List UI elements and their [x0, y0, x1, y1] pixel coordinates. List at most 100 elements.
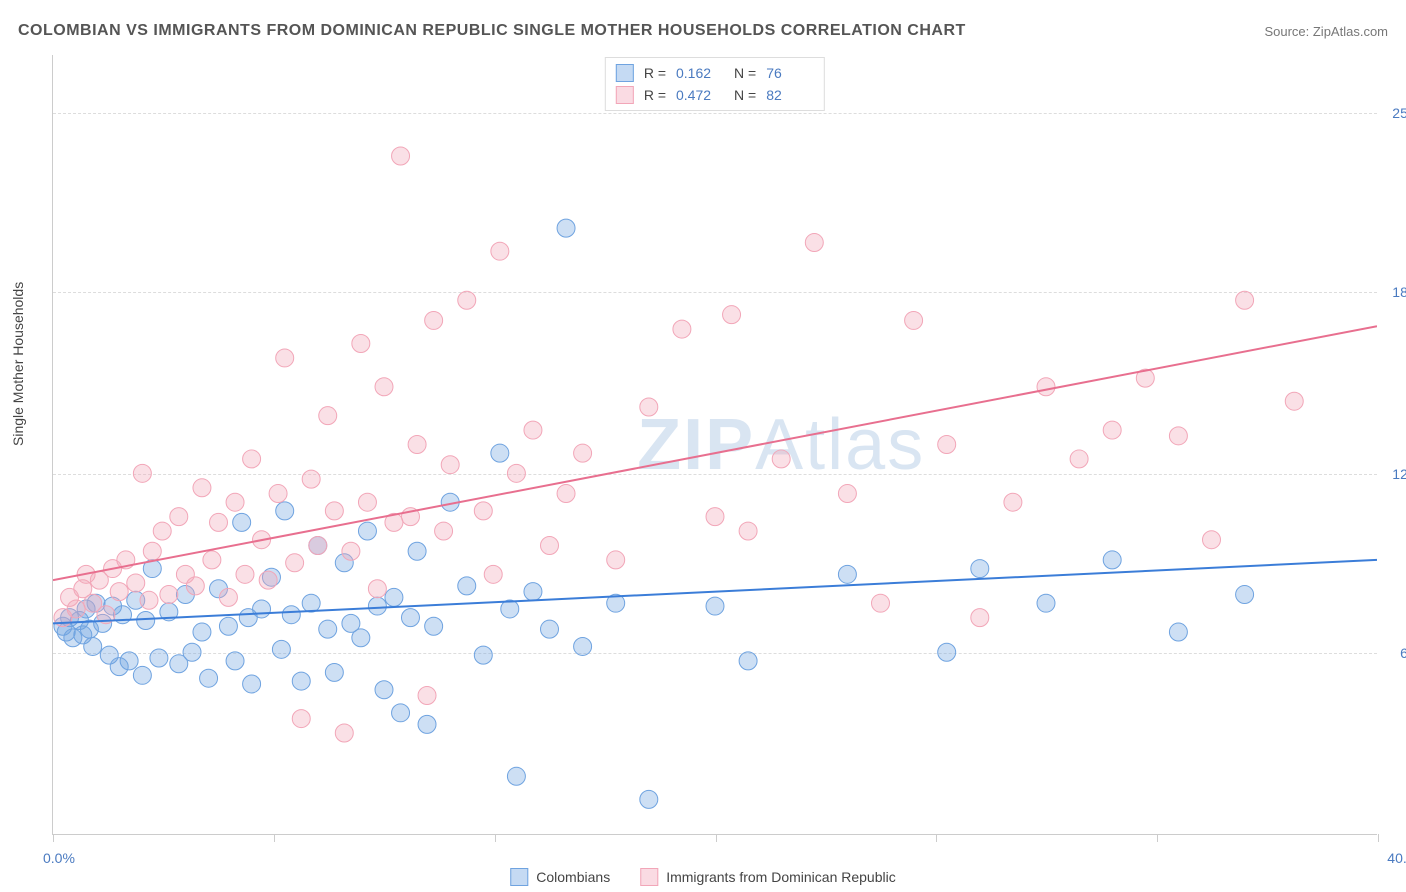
y-axis-title: Single Mother Households [10, 282, 26, 446]
legend-bottom: Colombians Immigrants from Dominican Rep… [510, 868, 895, 886]
legend-item-dominican: Immigrants from Dominican Republic [640, 868, 896, 886]
data-point [392, 704, 410, 722]
data-point [723, 306, 741, 324]
data-point [183, 643, 201, 661]
data-point [219, 588, 237, 606]
data-point [971, 609, 989, 627]
x-tick [936, 834, 937, 842]
data-point [507, 464, 525, 482]
data-point [272, 640, 290, 658]
x-tick [716, 834, 717, 842]
data-point [84, 637, 102, 655]
n-label: N = [734, 87, 756, 103]
n-value-1: 76 [766, 65, 814, 81]
data-point [805, 234, 823, 252]
data-point [226, 652, 244, 670]
data-point [557, 219, 575, 237]
swatch-dominican-icon [640, 868, 658, 886]
data-point [574, 637, 592, 655]
data-point [375, 681, 393, 699]
y-tick-label: 12.5% [1392, 466, 1406, 482]
x-axis-min-label: 0.0% [43, 850, 75, 866]
data-point [772, 450, 790, 468]
x-axis-max-label: 40.0% [1387, 850, 1406, 866]
data-point [838, 565, 856, 583]
data-point [282, 606, 300, 624]
data-point [458, 577, 476, 595]
data-point [640, 398, 658, 416]
n-value-2: 82 [766, 87, 814, 103]
data-point [1037, 378, 1055, 396]
data-point [233, 513, 251, 531]
data-point [127, 574, 145, 592]
chart-svg [53, 55, 1377, 834]
data-point [186, 577, 204, 595]
data-point [574, 444, 592, 462]
x-tick [53, 834, 54, 842]
r-label: R = [644, 65, 666, 81]
data-point [210, 513, 228, 531]
data-point [491, 444, 509, 462]
data-point [219, 617, 237, 635]
data-point [458, 291, 476, 309]
data-point [319, 407, 337, 425]
x-tick [1378, 834, 1379, 842]
data-point [1169, 623, 1187, 641]
r-value-1: 0.162 [676, 65, 724, 81]
data-point [1236, 291, 1254, 309]
data-point [1203, 531, 1221, 549]
data-point [269, 485, 287, 503]
data-point [375, 378, 393, 396]
data-point [368, 597, 386, 615]
data-point [253, 600, 271, 618]
data-point [243, 450, 261, 468]
data-point [150, 649, 168, 667]
data-point [170, 508, 188, 526]
data-point [325, 502, 343, 520]
data-point [276, 502, 294, 520]
data-point [673, 320, 691, 338]
data-point [1103, 421, 1121, 439]
data-point [435, 522, 453, 540]
data-point [110, 583, 128, 601]
data-point [200, 669, 218, 687]
data-point [368, 580, 386, 598]
data-point [153, 522, 171, 540]
data-point [418, 687, 436, 705]
data-point [193, 479, 211, 497]
data-point [640, 790, 658, 808]
data-point [524, 421, 542, 439]
data-point [358, 522, 376, 540]
data-point [193, 623, 211, 641]
data-point [418, 715, 436, 733]
data-point [302, 470, 320, 488]
data-point [425, 617, 443, 635]
data-point [607, 551, 625, 569]
data-point [385, 588, 403, 606]
y-tick-label: 6.3% [1400, 645, 1406, 661]
data-point [507, 767, 525, 785]
n-label: N = [734, 65, 756, 81]
data-point [474, 502, 492, 520]
data-point [872, 594, 890, 612]
data-point [401, 609, 419, 627]
data-point [67, 600, 85, 618]
r-label: R = [644, 87, 666, 103]
data-point [1037, 594, 1055, 612]
data-point [286, 554, 304, 572]
data-point [491, 242, 509, 260]
data-point [137, 612, 155, 630]
x-tick [495, 834, 496, 842]
data-point [1103, 551, 1121, 569]
data-point [292, 672, 310, 690]
data-point [160, 586, 178, 604]
y-tick-label: 18.8% [1392, 284, 1406, 300]
data-point [203, 551, 221, 569]
data-point [838, 485, 856, 503]
data-point [236, 565, 254, 583]
data-point [342, 542, 360, 560]
data-point [133, 464, 151, 482]
data-point [1004, 493, 1022, 511]
data-point [408, 542, 426, 560]
data-point [441, 456, 459, 474]
